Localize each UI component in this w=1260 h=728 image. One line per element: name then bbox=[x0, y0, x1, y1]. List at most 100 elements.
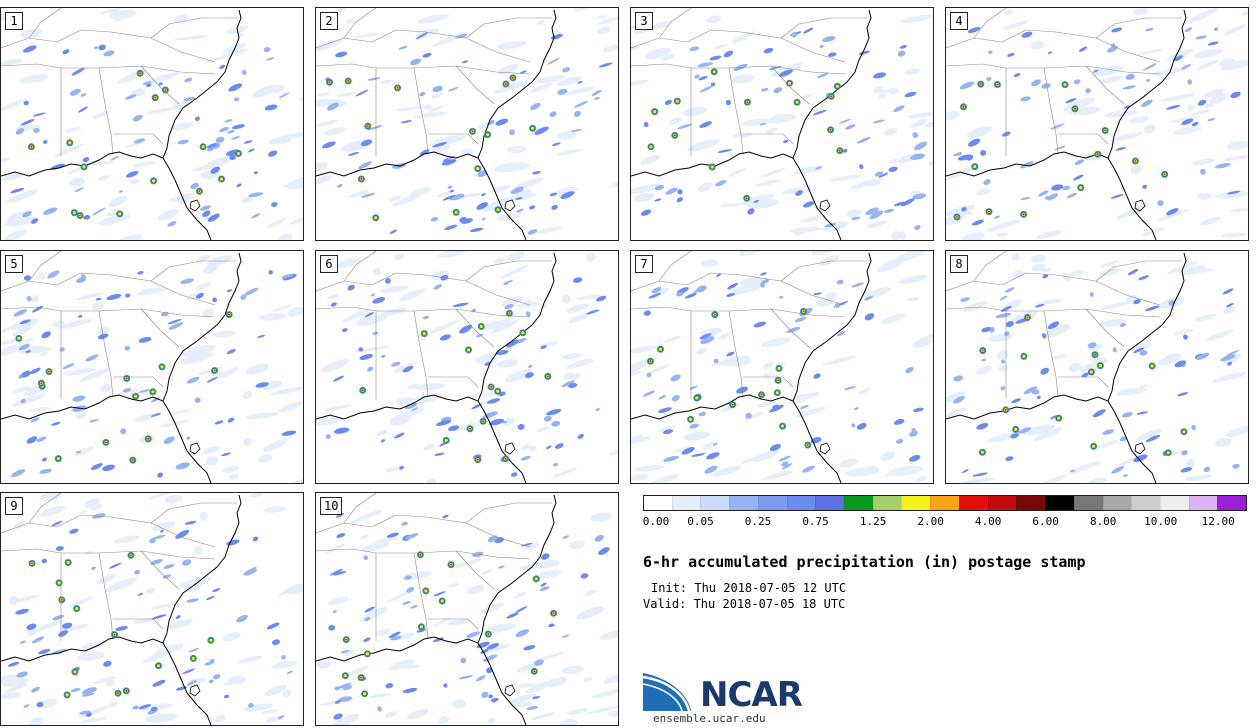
coastline bbox=[1, 151, 212, 240]
precip-light-area bbox=[316, 162, 328, 172]
precip-light-area bbox=[955, 166, 976, 177]
precip-cell bbox=[186, 436, 191, 440]
precip-cell bbox=[370, 293, 375, 297]
precip-light-area bbox=[270, 661, 298, 669]
precip-cell bbox=[976, 422, 989, 430]
precip-light-area bbox=[481, 569, 493, 575]
precip-light-area bbox=[738, 251, 762, 257]
state-border bbox=[973, 8, 1007, 39]
precip-cell bbox=[1102, 429, 1115, 435]
precip-cell bbox=[699, 333, 712, 340]
precip-cell bbox=[231, 136, 241, 140]
precip-light-area bbox=[12, 393, 46, 407]
precip-light-area bbox=[819, 255, 839, 266]
precip-light-area bbox=[347, 666, 370, 676]
precip-cell bbox=[663, 429, 674, 435]
precip-cell bbox=[1181, 364, 1186, 368]
state-border bbox=[150, 260, 237, 282]
precip-light-area bbox=[179, 352, 214, 365]
lake-outline bbox=[819, 199, 831, 212]
precip-cell bbox=[11, 469, 26, 478]
precip-core bbox=[494, 387, 502, 395]
precip-light-area bbox=[508, 693, 537, 704]
precip-cell bbox=[1004, 287, 1015, 293]
precip-light-area bbox=[167, 619, 193, 629]
precip-cell bbox=[342, 685, 353, 691]
state-border bbox=[28, 251, 62, 282]
precip-cell bbox=[78, 106, 88, 113]
precip-cell bbox=[358, 161, 372, 169]
precip-core bbox=[155, 662, 162, 670]
chart-title: 6-hr accumulated precipitation (in) post… bbox=[643, 553, 1086, 571]
lake-outline bbox=[819, 442, 831, 455]
precip-cell bbox=[330, 302, 337, 307]
precip-cell bbox=[405, 533, 419, 540]
precip-cell bbox=[206, 376, 218, 383]
precip-cell bbox=[389, 229, 397, 235]
precip-light-area bbox=[530, 83, 553, 93]
precip-cell bbox=[1184, 27, 1193, 33]
precip-light-area bbox=[108, 195, 128, 208]
precip-cell bbox=[410, 604, 418, 609]
colorbar-swatch bbox=[644, 496, 672, 510]
precip-core bbox=[129, 456, 137, 464]
precip-cell bbox=[486, 642, 500, 650]
colorbar-tick-label: 6.00 bbox=[1032, 515, 1059, 528]
precip-core bbox=[519, 329, 527, 337]
precip-cell bbox=[401, 521, 408, 526]
precip-cell bbox=[23, 45, 37, 53]
precip-light-area bbox=[782, 187, 813, 195]
precip-cell bbox=[23, 275, 31, 281]
precip-cell bbox=[381, 355, 386, 358]
precip-cell bbox=[577, 434, 584, 439]
precip-cell bbox=[278, 92, 290, 99]
state-border bbox=[98, 67, 114, 155]
precip-cell bbox=[30, 367, 41, 375]
precip-light-area bbox=[414, 383, 446, 391]
precip-light-area bbox=[576, 294, 602, 300]
precip-cell bbox=[523, 645, 536, 651]
precip-light-area bbox=[115, 234, 143, 240]
precip-cell bbox=[1138, 275, 1150, 281]
precip-cell bbox=[1106, 45, 1118, 53]
precip-light-area bbox=[316, 174, 333, 185]
precip-light-area bbox=[602, 45, 618, 53]
state-border bbox=[465, 260, 552, 282]
precip-cell bbox=[533, 659, 544, 666]
precip-light-area bbox=[590, 512, 612, 522]
precip-light-area bbox=[243, 437, 252, 446]
precip-cell bbox=[658, 395, 667, 400]
precip-light-area bbox=[1170, 116, 1201, 123]
precip-light-area bbox=[915, 475, 928, 483]
precip-core bbox=[422, 587, 430, 595]
precip-core bbox=[960, 103, 967, 111]
precip-cell bbox=[55, 546, 64, 551]
precip-cell bbox=[98, 44, 106, 51]
state-border bbox=[113, 618, 164, 630]
precip-light-area bbox=[450, 423, 482, 431]
precip-light-area bbox=[326, 294, 340, 300]
precip-light-area bbox=[321, 359, 349, 373]
state-border bbox=[1095, 17, 1182, 39]
precip-cell bbox=[1226, 190, 1241, 195]
precip-cell bbox=[106, 293, 122, 301]
precip-light-area bbox=[762, 470, 794, 480]
precip-light-area bbox=[661, 54, 674, 61]
precip-light-area bbox=[375, 628, 391, 637]
precip-light-area bbox=[18, 74, 49, 84]
precip-cell bbox=[570, 128, 583, 132]
stamp-map-7 bbox=[631, 251, 933, 483]
state-border bbox=[343, 8, 377, 39]
precip-cell bbox=[1092, 409, 1106, 418]
precip-cell bbox=[186, 376, 200, 384]
precip-light-area bbox=[584, 589, 597, 597]
precip-cell bbox=[856, 423, 867, 430]
precip-light-area bbox=[916, 338, 933, 348]
precip-cell bbox=[1115, 147, 1126, 151]
precip-core bbox=[363, 650, 371, 658]
precip-cell bbox=[268, 150, 278, 157]
precip-core bbox=[530, 667, 538, 675]
precip-cell bbox=[786, 326, 801, 333]
precip-core bbox=[657, 345, 664, 353]
precip-cell bbox=[405, 403, 418, 410]
